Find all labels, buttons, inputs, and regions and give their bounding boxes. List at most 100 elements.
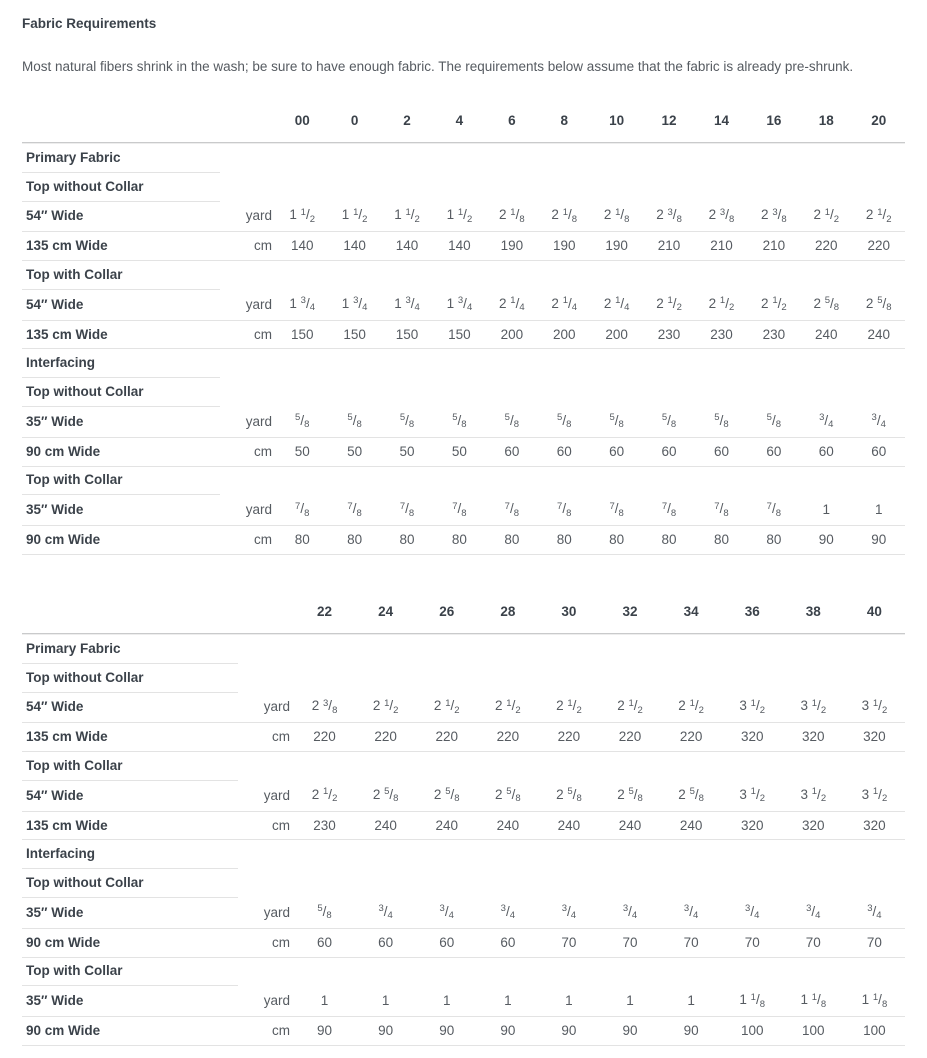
section-row-spacer (238, 840, 905, 869)
value-cell: 50 (380, 438, 434, 467)
unit-label: yard (238, 898, 294, 929)
value-cell: 220 (660, 723, 722, 753)
measurement-row: 135 cm Wide cm 150 150 150 150 200 200 200 230 230… (22, 321, 905, 350)
value-cell: 5/8 (433, 407, 486, 438)
value-cell: 2 1/2 (660, 693, 722, 724)
value-cell: 2 3/8 (642, 202, 696, 233)
value-cell: 5/8 (747, 407, 801, 438)
size-column-header: 12 (642, 105, 696, 143)
value-cell: 60 (294, 929, 356, 958)
value-cell: 230 (294, 812, 356, 841)
unit-label: yard (220, 290, 276, 321)
value-cell: 2 5/8 (660, 781, 722, 812)
value-cell: 230 (695, 321, 748, 350)
value-cell: 2 5/8 (538, 781, 600, 812)
value-cell: 80 (590, 526, 643, 555)
value-cell: 80 (380, 526, 434, 555)
value-cell: 50 (328, 438, 381, 467)
section-header-row: Top without Collar (22, 869, 905, 898)
value-cell: 7/8 (590, 495, 643, 527)
page-title: Fabric Requirements (22, 16, 157, 31)
value-cell: 2 1/4 (485, 290, 539, 321)
unit-label: yard (238, 781, 294, 812)
section-header-row: Interfacing (22, 349, 905, 379)
value-cell: 1 (538, 986, 600, 1018)
value-cell: 210 (642, 232, 696, 262)
value-cell: 7/8 (328, 495, 381, 527)
value-cell: 60 (538, 438, 591, 467)
fabric-requirements-table-large-sizes: 22 24 26 28 30 32 34 36 38 40 Primary Fabric Top w… (22, 596, 905, 1046)
section-header-row: Primary Fabric (22, 143, 905, 173)
value-cell: 70 (721, 929, 783, 958)
value-cell: 2 5/8 (355, 781, 417, 812)
value-cell: 2 1/2 (747, 290, 801, 321)
value-cell: 7/8 (695, 495, 748, 527)
section-row-spacer (220, 173, 905, 202)
unit-label: cm (238, 812, 294, 841)
width-row-label: 35″ Wide (22, 986, 238, 1018)
value-cell: 3/4 (800, 407, 853, 438)
header-unit-spacer (238, 596, 294, 634)
size-column-header: 34 (660, 596, 722, 634)
size-column-header: 30 (538, 596, 600, 634)
value-cell: 80 (328, 526, 381, 555)
measurement-row: 35″ Wide yard 1 1 1 1 1 1 1 1 1/8 1 1/8 1 1/8 (22, 986, 905, 1018)
value-cell: 3 1/2 (721, 781, 783, 812)
value-cell: 70 (599, 929, 661, 958)
measurement-row: 135 cm Wide cm 140 140 140 140 190 190 190 210 210… (22, 232, 905, 262)
measurement-row: 90 cm Wide cm 80 80 80 80 80 80 80 80 80 80 90 90 (22, 526, 905, 555)
size-column-header: 28 (477, 596, 539, 634)
value-cell: 3/4 (477, 898, 539, 929)
value-cell: 190 (590, 232, 643, 262)
value-cell: 3/4 (852, 407, 905, 438)
section-row-spacer (220, 467, 905, 496)
section-row-spacer (220, 261, 905, 290)
measurement-row: 35″ Wide yard 7/8 7/8 7/8 7/8 7/8 7/8 7/8 7/8 7/8 7… (22, 495, 905, 527)
value-cell: 80 (433, 526, 486, 555)
value-cell: 5/8 (590, 407, 643, 438)
section-label: Top without Collar (22, 378, 220, 408)
size-table-00-20: 00 0 2 4 6 8 10 12 14 16 18 20 Primary Fabric Top wi… (22, 105, 905, 555)
header-unit-spacer (220, 105, 276, 143)
value-cell: 2 5/8 (416, 781, 478, 812)
size-column-header: 36 (721, 596, 783, 634)
section-row-spacer (238, 664, 905, 693)
value-cell: 7/8 (380, 495, 434, 527)
section-header-row: Top with Collar (22, 467, 905, 496)
value-cell: 70 (660, 929, 722, 958)
value-cell: 240 (660, 812, 722, 841)
section-label: Top without Collar (22, 869, 238, 898)
size-column-header: 38 (782, 596, 844, 634)
value-cell: 140 (433, 232, 486, 262)
value-cell: 3 1/2 (782, 693, 844, 724)
section-label: Top with Collar (22, 261, 220, 290)
size-column-header: 6 (485, 105, 539, 143)
size-column-header: 4 (433, 105, 486, 143)
value-cell: 50 (276, 438, 329, 467)
size-column-header: 40 (843, 596, 905, 634)
value-cell: 200 (538, 321, 591, 350)
section-label: Top with Collar (22, 958, 238, 987)
section-header-row: Top with Collar (22, 752, 905, 781)
value-cell: 2 3/8 (695, 202, 748, 233)
value-cell: 1 1/8 (843, 986, 905, 1018)
value-cell: 3 1/2 (782, 781, 844, 812)
measurement-row: 90 cm Wide cm 60 60 60 60 70 70 70 70 70 70 (22, 929, 905, 958)
size-header-row: 00 0 2 4 6 8 10 12 14 16 18 20 (22, 105, 905, 143)
unit-label: cm (220, 321, 276, 350)
value-cell: 220 (294, 723, 356, 753)
size-column-header: 22 (294, 596, 356, 634)
value-cell: 60 (485, 438, 539, 467)
value-cell: 5/8 (328, 407, 381, 438)
value-cell: 3 1/2 (843, 693, 905, 724)
value-cell: 3/4 (721, 898, 783, 929)
value-cell: 2 1/8 (538, 202, 591, 233)
value-cell: 220 (416, 723, 478, 753)
value-cell: 1 1/2 (380, 202, 434, 233)
value-cell: 80 (538, 526, 591, 555)
value-cell: 230 (747, 321, 801, 350)
value-cell: 320 (721, 812, 783, 841)
section-header-row: Top without Collar (22, 173, 905, 202)
value-cell: 140 (276, 232, 329, 262)
value-cell: 150 (328, 321, 381, 350)
